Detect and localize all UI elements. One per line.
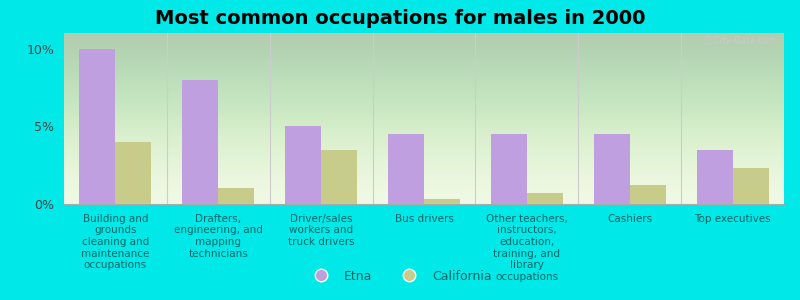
Bar bbox=[115, 142, 151, 204]
Bar bbox=[79, 49, 115, 204]
Bar bbox=[182, 80, 218, 204]
Bar bbox=[594, 134, 630, 204]
Bar bbox=[630, 185, 666, 204]
Bar bbox=[321, 150, 357, 204]
Legend: Etna, California: Etna, California bbox=[303, 265, 497, 288]
Bar bbox=[388, 134, 424, 204]
Bar bbox=[527, 193, 563, 204]
Bar bbox=[697, 150, 733, 204]
Bar bbox=[491, 134, 527, 204]
Bar bbox=[424, 199, 460, 204]
Bar bbox=[218, 188, 254, 204]
Bar bbox=[733, 168, 769, 204]
Text: Ⓜ City-Data.com: Ⓜ City-Data.com bbox=[705, 36, 777, 45]
Bar bbox=[285, 126, 321, 204]
Text: Most common occupations for males in 2000: Most common occupations for males in 200… bbox=[154, 9, 646, 28]
